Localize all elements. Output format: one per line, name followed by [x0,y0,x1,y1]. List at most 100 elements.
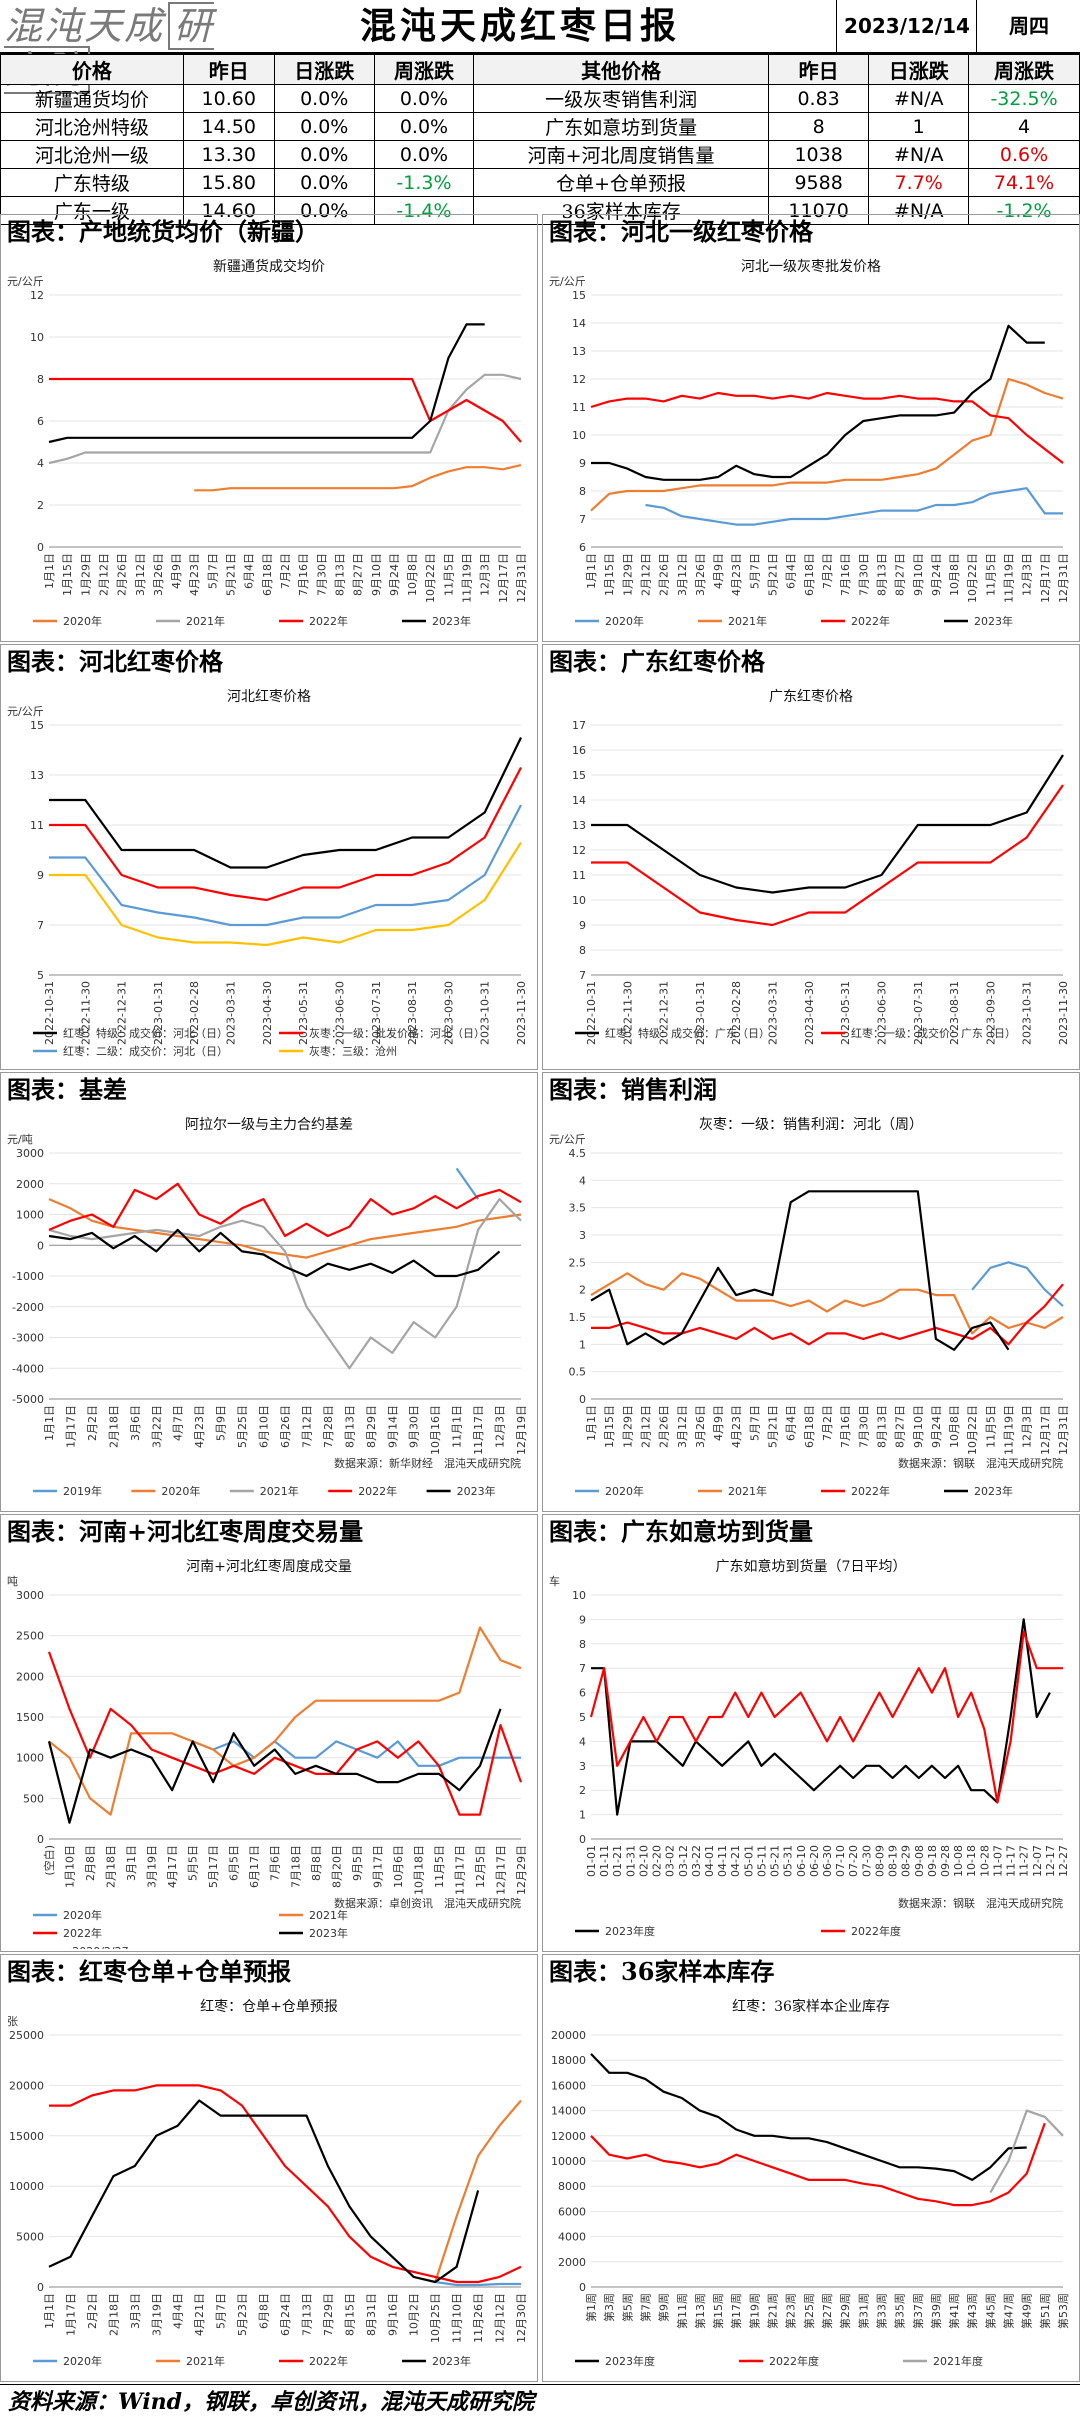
x-tick-label: 2月18日 [107,1405,120,1448]
x-tick-label: 10月22日 [424,553,437,603]
price-header-4: 其他价格 [473,54,769,85]
x-tick-label: 1月29日 [621,1405,634,1448]
panel-title: 图表：红枣仓单+仓单预报 [7,1957,292,1986]
x-tick-label: 1月29日 [621,553,634,596]
x-tick-label: 第9周 [657,2293,671,2322]
x-tick-label: 2022-10-31 [585,981,598,1045]
legend-label: 2023年度 [605,2354,655,2368]
unit-label: 车 [549,1574,560,1588]
x-tick-label: 2023-07-31 [912,981,925,1045]
x-tick-label: 9月24日 [930,553,943,596]
legend-label: 2023年 [432,614,471,628]
y-tick-label: 0 [37,541,44,554]
x-tick-label: 2月12日 [639,1405,652,1448]
x-tick-label: 5月7日 [748,1405,761,1441]
series-line [591,784,1064,927]
y-tick-label: 8 [37,373,44,386]
legend-label: 2021年 [186,614,225,628]
series-line [49,804,522,927]
x-tick-label: 2022-12-31 [658,981,671,1045]
x-tick-label: 8月27日 [352,553,365,596]
series-line [591,1618,1051,1816]
x-tick-label: 第51周 [1038,2293,1052,2329]
chart-panel: 图表：产地统货均价（新疆） 新疆通货成交均价 元/公斤 0 2 4 6 8 10 12 1月1日 1月… [0,214,538,642]
price-header-0: 价格 [0,54,184,85]
series-line [435,2280,521,2287]
x-tick-label: 8月13日 [333,553,346,596]
data-source: 数据来源：钢联 混沌天成研究院 [898,1456,1063,1470]
data-source: 数据来源：钢联 混沌天成研究院 [898,1896,1063,1910]
x-tick-label: 2023-06-30 [333,981,346,1045]
x-tick-label: 2023-03-31 [225,981,238,1045]
x-tick-label: 2022-10-31 [43,981,56,1045]
x-tick-label: 4月9日 [712,553,725,589]
x-tick-label: 12月17日 [497,553,510,603]
x-tick-label: 第11周 [675,2293,689,2329]
price-cell: -1.2% [968,196,1080,225]
panel-title: 图表：河北红枣价格 [7,647,223,676]
x-tick-label: 04-21 [729,1845,742,1877]
x-tick-label: 4月23日 [730,553,743,596]
x-tick-label: 2月18日 [105,1845,118,1888]
y-tick-label: 2 [579,1284,586,1297]
x-tick-label: 11月17日 [453,1845,466,1895]
legend-label: 2020年 [605,1484,644,1498]
y-tick-label: 17 [572,719,586,732]
x-tick-label: 7月2日 [821,553,834,589]
x-tick-label: 4月9日 [170,553,183,589]
x-tick-label: 第39周 [929,2293,943,2329]
x-tick-label: 第37周 [911,2293,925,2329]
price-header-7: 周涨跌 [968,54,1080,85]
x-tick-label: 3月26日 [152,553,165,596]
legend-label: 2021年 [309,1908,348,1922]
panel-title: 图表：基差 [7,1075,127,1104]
y-tick-label: 2500 [16,1630,44,1643]
x-tick-label: 第19周 [747,2293,761,2329]
legend-label: <2020/2/27 [63,1945,129,1949]
x-tick-label: 7月2日 [821,1405,834,1441]
x-tick-label: 7月30日 [315,553,328,596]
y-tick-label: 5 [37,969,44,982]
x-tick-label: 10月25日 [429,2293,442,2343]
x-tick-label: 09-18 [926,1845,939,1877]
report-date: 2023/12/14 [836,0,977,52]
y-tick-label: 7 [37,919,44,932]
x-tick-label: 5月21日 [225,553,238,596]
price-header-1: 昨日 [182,54,275,85]
x-tick-label: 第1周 [584,2293,598,2322]
x-tick-label: 8月27日 [894,553,907,596]
price-cell: 河北沧州一级 [0,140,184,169]
x-tick-label: 7月18日 [289,1845,302,1888]
panel-title: 图表：广东如意坊到货量 [549,1517,813,1546]
x-tick-label: 6月17日 [248,1845,261,1888]
source-footer: 资料来源：Wind，钢联，卓创资讯，混沌天成研究院 [0,2384,1080,2418]
x-tick-label: 12月31日 [1057,1405,1070,1455]
legend-label: 红枣：二级：成交价：河北（日） [63,1044,228,1058]
series-line [645,487,1063,526]
series-line [591,754,1064,894]
x-tick-label: 3月1日 [125,1845,138,1881]
x-tick-label: 2月8日 [84,1845,97,1881]
y-tick-label: 8 [579,944,586,957]
y-tick-label: 13 [30,769,44,782]
price-cell: 0.0% [373,84,475,113]
price-cell: 74.1% [968,168,1080,197]
legend-label: 2023年 [457,1484,496,1498]
y-tick-label: 2 [579,1784,586,1797]
price-cell: 0.0% [273,140,375,169]
price-header-6: 日涨跌 [868,54,970,85]
x-tick-label: 12月5日 [474,1845,487,1888]
y-tick-label: 25000 [9,2029,44,2042]
y-tick-label: 2000 [558,2256,586,2269]
y-tick-label: 18000 [551,2054,586,2067]
x-tick-label: 11月19日 [1003,553,1016,603]
y-tick-label: 1.5 [569,1311,587,1324]
price-cell: 0.83 [767,84,870,113]
panel-title: 图表：河北一级红枣价格 [549,217,813,246]
y-tick-label: 1 [579,1809,586,1822]
x-tick-label: 6月10日 [258,1405,271,1448]
x-tick-label: 3月3日 [129,2293,142,2329]
x-tick-label: 6月8日 [258,2293,271,2329]
x-tick-label: 2023-08-31 [948,981,961,1045]
